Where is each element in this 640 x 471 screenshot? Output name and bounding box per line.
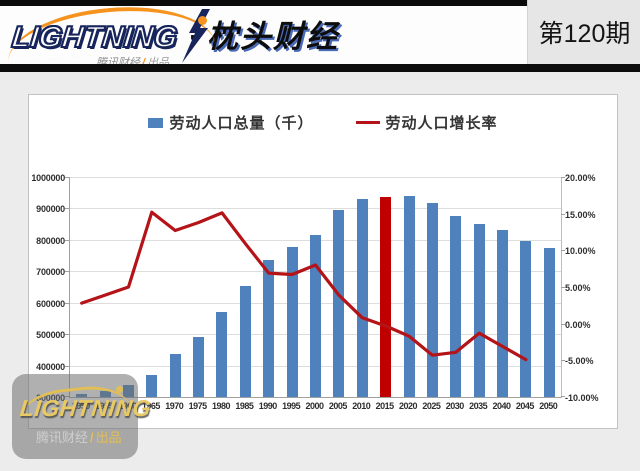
- logo-lightning-text: LIGHTNING: [9, 20, 179, 55]
- right-axis-tick: [561, 396, 565, 397]
- x-axis-label: 2015: [375, 401, 395, 411]
- watermark: LIGHTNING 腾讯财经 / 出品: [12, 374, 152, 459]
- y-axis-label-right: 20.00%: [565, 173, 596, 183]
- y-axis-label-right: -5.00%: [565, 356, 594, 367]
- left-axis-tick: [65, 177, 69, 178]
- x-axis-label: 2005: [328, 401, 348, 411]
- right-axis-tick: [561, 213, 565, 215]
- y-axis-label-left: 800000: [36, 235, 65, 246]
- x-axis-label: 2000: [305, 401, 324, 411]
- header-divider-bar: [0, 64, 640, 72]
- plot-area: [65, 177, 565, 398]
- chart-bar-highlight: [380, 196, 392, 397]
- x-axis-label: 1980: [211, 401, 231, 411]
- gridline: [70, 177, 561, 178]
- y-axis-label-left: 400000: [36, 361, 65, 372]
- chart-bar: [426, 202, 438, 397]
- legend-bar-label: 劳动人口总量（千）: [169, 116, 314, 132]
- watermark-dot-icon: [116, 386, 123, 393]
- x-axis-label: 1990: [258, 401, 278, 411]
- x-axis-label: 2025: [422, 401, 441, 411]
- gridline: [70, 208, 561, 210]
- chart-bar: [286, 247, 298, 397]
- logo: LIGHTNING · 枕头财经: [4, 0, 339, 63]
- logo-title-cn: 枕头财经: [207, 19, 339, 54]
- right-axis-tick: [561, 360, 565, 362]
- chart-bar: [310, 235, 321, 397]
- left-axis-tick: [65, 334, 69, 336]
- y-axis-label-right: 15.00%: [565, 209, 596, 220]
- y-axis-label-right: 0.00%: [565, 319, 591, 330]
- chart-bar: [450, 216, 462, 397]
- legend-item-bars: 劳动人口总量（千）: [148, 112, 313, 133]
- x-axis-label: 2050: [539, 401, 558, 411]
- legend-line-label: 劳动人口增长率: [385, 116, 498, 132]
- x-axis-label: 1970: [165, 401, 184, 411]
- y-axis-label-left: 700000: [36, 267, 65, 278]
- x-axis-label: 2045: [515, 401, 535, 411]
- left-axis-tick: [65, 239, 69, 241]
- header-banner: LIGHTNING · 枕头财经 腾讯财经/出品: [0, 0, 527, 69]
- right-axis-tick: [561, 177, 565, 178]
- issue-number: 第120期: [538, 20, 631, 48]
- issue-panel: 第120期: [527, 0, 640, 64]
- x-axis-label: 2035: [469, 401, 488, 411]
- chart-bar: [333, 210, 345, 397]
- watermark-subtitle-left: 腾讯财经: [36, 430, 89, 445]
- growth-rate-line: [80, 210, 528, 362]
- y-axis-label-right: 5.00%: [565, 283, 591, 293]
- chart-card: 劳动人口总量（千） 劳动人口增长率 1000000 900000 800000 700…: [28, 94, 618, 429]
- watermark-subtitle-right: 出品: [95, 430, 122, 445]
- left-axis-tick: [65, 208, 69, 210]
- x-axis-label: 2030: [445, 401, 465, 411]
- y-axis-label-right: 10.00%: [565, 246, 596, 257]
- chart-bar: [497, 229, 509, 397]
- right-axis-tick: [561, 287, 565, 288]
- watermark-subtitle: 腾讯财经 / 出品: [36, 427, 122, 446]
- left-axis-tick: [65, 271, 69, 273]
- watermark-lightning-text: LIGHTNING: [18, 395, 153, 421]
- x-axis-label: 1985: [235, 401, 254, 411]
- x-axis-label: 2020: [399, 401, 418, 411]
- y-axis-label-right: -10.00%: [565, 393, 599, 403]
- chart-bar: [473, 224, 485, 397]
- chart-bar: [356, 198, 368, 397]
- slash-icon: /: [90, 430, 94, 445]
- chart-bar: [239, 286, 251, 397]
- y-axis-label-left: 1000000: [31, 173, 65, 183]
- left-axis-tick: [65, 365, 69, 367]
- legend-line-swatch: [355, 121, 380, 124]
- right-axis-tick: [561, 323, 565, 325]
- chart-bar: [146, 375, 158, 397]
- chart-bar: [543, 248, 555, 397]
- y-axis-right-labels: 20.00% 15.00% 10.00% 5.00% 0.00% -5.00% -10.00…: [565, 173, 617, 407]
- x-axis-label: 1995: [282, 401, 301, 411]
- chart-bar: [520, 241, 532, 397]
- x-axis-label: 1965: [141, 401, 161, 411]
- left-axis-tick: [65, 302, 69, 304]
- chart-bar: [216, 311, 228, 397]
- y-axis-label-left: 500000: [36, 330, 65, 341]
- chart-bar: [169, 353, 181, 397]
- lightning-bolt-icon: [182, 9, 210, 63]
- chart-bar: [193, 337, 205, 397]
- right-axis-tick: [561, 250, 565, 252]
- legend-bar-swatch: [148, 117, 164, 128]
- x-axis-label: 2040: [492, 401, 512, 411]
- x-axis-label: 2010: [352, 401, 371, 411]
- y-axis-label-left: 600000: [36, 298, 65, 309]
- x-axis-label: 1975: [188, 401, 208, 411]
- logo-dot-icon: [198, 16, 207, 25]
- slash-icon: /: [142, 57, 146, 69]
- chart-legend: 劳动人口总量（千） 劳动人口增长率: [29, 112, 617, 133]
- y-axis-label-left: 900000: [36, 204, 65, 215]
- chart-bar: [403, 196, 415, 397]
- legend-item-line: 劳动人口增长率: [355, 112, 498, 133]
- y-axis-left-labels: 1000000 900000 800000 700000 600000 500000 400…: [29, 173, 66, 407]
- chart-bar: [263, 259, 275, 397]
